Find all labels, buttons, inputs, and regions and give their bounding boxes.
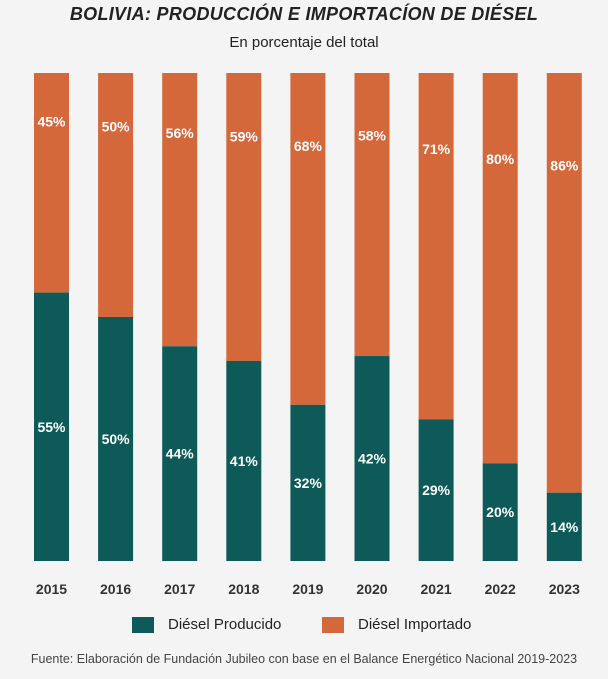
data-label-producido-2017: 44% bbox=[166, 446, 195, 462]
legend-swatch-importado bbox=[322, 616, 344, 633]
x-tick-label-2021: 2021 bbox=[421, 581, 452, 597]
data-label-importado-2021: 71% bbox=[422, 141, 451, 157]
bar-producido-2020 bbox=[354, 356, 390, 561]
data-label-producido-2021: 29% bbox=[422, 482, 451, 498]
legend-item-importado: Diésel Importado bbox=[322, 616, 471, 633]
legend-swatch-producido bbox=[132, 616, 154, 633]
data-label-producido-2022: 20% bbox=[486, 504, 515, 520]
bar-importado-2016 bbox=[98, 73, 134, 317]
data-label-producido-2016: 50% bbox=[102, 431, 131, 447]
x-tick-label-2015: 2015 bbox=[36, 581, 67, 597]
x-tick-label-2022: 2022 bbox=[485, 581, 516, 597]
data-label-producido-2023: 14% bbox=[550, 519, 579, 535]
data-label-importado-2017: 56% bbox=[166, 125, 195, 141]
bar-importado-2023 bbox=[546, 73, 582, 493]
data-label-importado-2015: 45% bbox=[37, 113, 66, 129]
x-tick-label-2019: 2019 bbox=[292, 581, 323, 597]
data-label-importado-2022: 80% bbox=[486, 151, 515, 167]
x-tick-label-2016: 2016 bbox=[100, 581, 131, 597]
legend-label-producido: Diésel Producido bbox=[168, 616, 282, 633]
bar-importado-2019 bbox=[290, 73, 326, 405]
source-note: Fuente: Elaboración de Fundación Jubileo… bbox=[30, 652, 578, 666]
bar-importado-2017 bbox=[162, 73, 198, 347]
bar-producido-2021 bbox=[418, 419, 454, 561]
data-label-importado-2019: 68% bbox=[294, 138, 323, 154]
bar-producido-2022 bbox=[482, 463, 518, 561]
chart-subtitle: En porcentaje del total bbox=[229, 34, 379, 51]
bar-producido-2015 bbox=[34, 292, 69, 561]
data-label-importado-2020: 58% bbox=[358, 127, 387, 143]
x-tick-label-2018: 2018 bbox=[228, 581, 259, 597]
bar-importado-2018 bbox=[226, 73, 262, 361]
data-label-importado-2023: 86% bbox=[550, 157, 579, 173]
data-label-producido-2015: 55% bbox=[37, 419, 66, 435]
data-label-importado-2016: 50% bbox=[102, 119, 131, 135]
chart-title: BOLIVIA: PRODUCCIÓN E IMPORTACÍON DE DIÉ… bbox=[69, 4, 539, 24]
legend-label-importado: Diésel Importado bbox=[358, 616, 472, 633]
x-tick-label-2017: 2017 bbox=[164, 581, 195, 597]
bar-producido-2016 bbox=[98, 317, 134, 561]
x-tick-label-2023: 2023 bbox=[549, 581, 580, 597]
data-label-producido-2020: 42% bbox=[358, 451, 387, 467]
bar-importado-2020 bbox=[354, 73, 390, 357]
bar-producido-2019 bbox=[290, 404, 326, 561]
bar-importado-2022 bbox=[482, 73, 518, 464]
legend-item-producido: Diésel Producido bbox=[132, 616, 281, 633]
data-label-producido-2019: 32% bbox=[294, 475, 323, 491]
data-label-producido-2018: 41% bbox=[230, 453, 259, 469]
bar-producido-2017 bbox=[162, 346, 198, 561]
data-label-importado-2018: 59% bbox=[230, 128, 259, 144]
bar-importado-2015 bbox=[34, 73, 69, 293]
x-tick-label-2020: 2020 bbox=[356, 581, 387, 597]
bar-importado-2021 bbox=[418, 73, 454, 420]
stacked-bar-chart: 45% 55% 2015 50% 50% 2016 56% 44% 2017 59% 41% 2018… bbox=[34, 73, 582, 597]
bar-producido-2023 bbox=[546, 492, 582, 561]
bar-producido-2018 bbox=[226, 360, 262, 561]
